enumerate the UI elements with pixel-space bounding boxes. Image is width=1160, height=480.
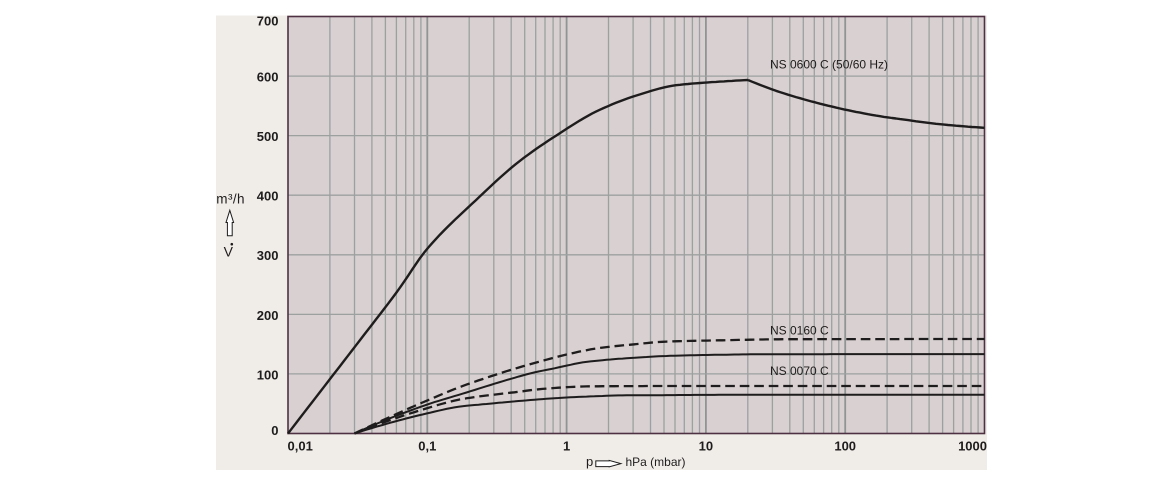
svg-text:700: 700 <box>257 14 279 29</box>
svg-text:400: 400 <box>257 189 279 204</box>
svg-text:NS 0160 C: NS 0160 C <box>770 323 829 337</box>
svg-text:200: 200 <box>257 308 279 323</box>
svg-text:100: 100 <box>257 367 279 382</box>
svg-text:500: 500 <box>257 129 279 144</box>
svg-text:NS 0600 C (50/60 Hz): NS 0600 C (50/60 Hz) <box>770 58 888 72</box>
svg-text:NS 0070 C: NS 0070 C <box>770 364 829 378</box>
svg-text:m³/h: m³/h <box>216 192 245 207</box>
svg-text:10: 10 <box>699 439 713 454</box>
svg-text:0: 0 <box>271 423 278 438</box>
svg-text:100: 100 <box>834 439 856 454</box>
svg-text:1000: 1000 <box>958 439 987 454</box>
svg-text:600: 600 <box>257 70 279 85</box>
svg-text:300: 300 <box>257 248 279 263</box>
svg-text:V: V <box>224 244 234 260</box>
svg-text:p: p <box>586 454 593 469</box>
svg-text:0,01: 0,01 <box>288 439 313 454</box>
svg-text:0,1: 0,1 <box>418 439 436 454</box>
svg-text:1: 1 <box>563 439 570 454</box>
svg-text:hPa (mbar): hPa (mbar) <box>626 455 686 469</box>
